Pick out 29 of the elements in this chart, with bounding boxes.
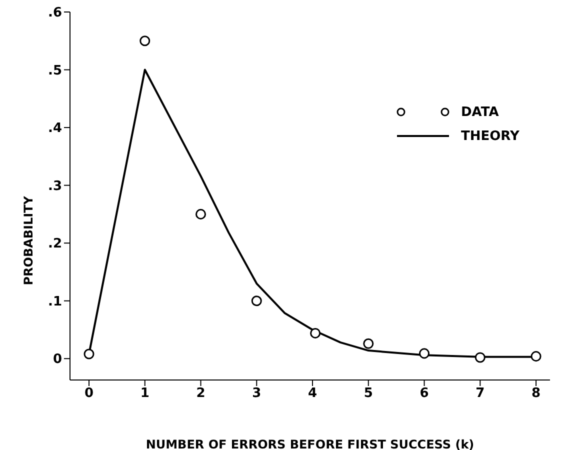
- y-tick-label: .1: [48, 294, 62, 310]
- x-tick-label: 6: [420, 386, 429, 402]
- x-tick-label: 1: [140, 386, 150, 402]
- y-tick-label: .3: [48, 178, 62, 194]
- y-tick-label: .5: [48, 63, 62, 78]
- point: [530, 351, 542, 362]
- y-axis-title: PROBABILITY: [21, 196, 36, 286]
- point: [84, 348, 94, 360]
- y-tick-label: 0: [52, 352, 62, 368]
- x-axis-title: NUMBER OF ERRORS BEFORE FIRST SUCCESS (k): [146, 438, 474, 450]
- point: [195, 208, 206, 220]
- y-tick-label: .2: [48, 236, 62, 252]
- x-tick-label: 0: [84, 386, 94, 402]
- point: [419, 348, 430, 359]
- y-tick-label: .4: [48, 121, 62, 136]
- point: [363, 338, 374, 349]
- point: [310, 328, 321, 338]
- x-tick-label: 8: [532, 386, 541, 402]
- x-tick-label: 2: [196, 386, 206, 402]
- x-tick-label: 4: [308, 386, 318, 402]
- legend-label: DATA: [461, 104, 499, 120]
- point: [474, 352, 486, 363]
- x-tick-label: 3: [252, 386, 262, 402]
- point: [140, 36, 150, 46]
- legend-label: THEORY: [461, 128, 520, 144]
- y-tick-label: .6: [48, 6, 62, 21]
- point: [251, 296, 262, 306]
- x-tick-label: 5: [364, 386, 373, 402]
- x-tick-label: 7: [476, 386, 485, 402]
